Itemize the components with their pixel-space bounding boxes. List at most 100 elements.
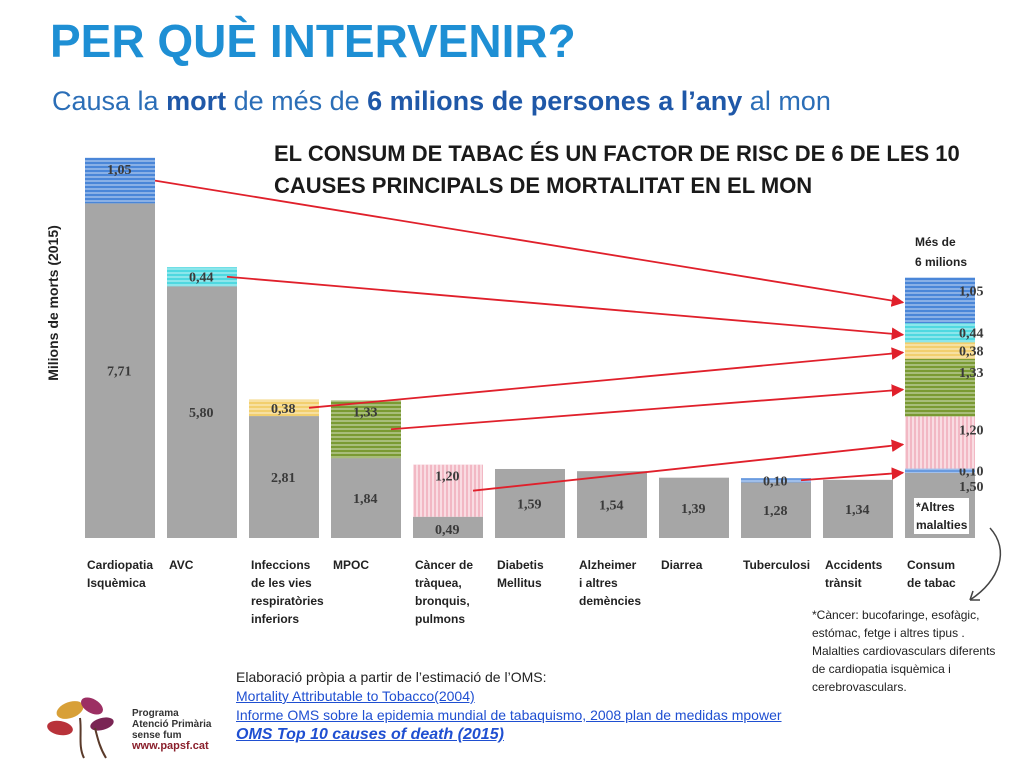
bar-segment <box>659 477 729 538</box>
bar-value-label: 0,49 <box>435 523 460 538</box>
bar-segment <box>577 471 647 538</box>
bar-value-label: 0,38 <box>959 345 984 360</box>
category-label: Diarrea <box>661 556 702 574</box>
category-label-line: Consum <box>907 558 955 572</box>
category-label-line: Càncer de <box>415 558 474 572</box>
category-label-line: tràquea, <box>415 576 462 590</box>
footnote-line: Malalties cardiovasculars diferents <box>812 644 996 658</box>
bar-segment-texture <box>905 358 975 417</box>
footnote-line: estómac, fetge i altres tipus . <box>812 626 965 640</box>
logo-text: Programa Atenció Primària sense fum <box>132 708 211 741</box>
category-label: Diabetis Mellitus <box>497 556 544 592</box>
subtitle-part: Causa la <box>52 86 167 116</box>
footnote-line: cerebrovasculars. <box>812 680 907 694</box>
category-label-line: respiratòries <box>251 594 324 608</box>
category-label: Tuberculosi <box>743 556 810 574</box>
logo-url[interactable]: www.papsf.cat <box>132 740 209 752</box>
arrow <box>390 384 905 431</box>
source-link[interactable]: Informe OMS sobre la epidemia mundial de… <box>236 707 782 723</box>
other-diseases-annotation: *Altres malalties <box>914 498 970 534</box>
source-link[interactable]: Mortality Attributable to Tobacco(2004) <box>236 688 475 704</box>
bar-value-label: 2,81 <box>271 471 296 486</box>
bar-segment-texture <box>167 267 237 287</box>
bar-segment <box>823 479 893 538</box>
category-label: Alzheimer i altres demències <box>579 556 641 610</box>
category-label-line: MPOC <box>333 558 369 572</box>
category-label-line: demències <box>579 594 642 608</box>
bar-segment-texture <box>741 478 811 483</box>
source-intro: Elaboració pròpia a partir de l’estimaci… <box>236 669 547 685</box>
annotation-line: *Altres <box>916 500 955 514</box>
bar-segment <box>85 203 155 539</box>
total-annotation: Més de 6 milions <box>915 232 967 272</box>
category-label-line: Cardiopatia <box>87 558 154 572</box>
annotation-line: 6 milions <box>915 255 968 269</box>
bar-segment-texture <box>905 468 975 473</box>
bar-segment <box>413 516 483 538</box>
source-block: Elaboració pròpia a partir de l’estimaci… <box>236 668 782 744</box>
bar-segment <box>741 482 811 538</box>
arrow <box>800 467 905 482</box>
page-title: PER QUÈ INTERVENIR? <box>50 15 576 67</box>
bar-segment-texture <box>85 157 155 204</box>
bar-value-label: 1,84 <box>353 492 378 507</box>
bar-segment-texture <box>905 323 975 343</box>
category-label-line: de les vies <box>251 576 312 590</box>
bar-value-label: 1,20 <box>435 470 460 485</box>
category-label-line: inferiors <box>251 612 300 626</box>
bar-value-label: 1,59 <box>517 497 542 512</box>
bar-segment-texture <box>905 342 975 359</box>
logo-line: Atenció Primària <box>132 719 212 730</box>
category-label-line: de tabac <box>907 576 956 590</box>
subtitle-bold: 6 milions de persones a l’any <box>367 86 743 116</box>
bar-value-label: 7,71 <box>107 365 132 380</box>
category-label-line: Diabetis <box>497 558 544 572</box>
bar-value-label: 0,44 <box>959 327 984 342</box>
logo-line: Programa <box>132 708 179 719</box>
bar-value-label: 0,10 <box>763 474 788 489</box>
category-label-line: i altres <box>579 576 618 590</box>
arrow <box>472 439 905 492</box>
category-label-line: trànsit <box>825 576 862 590</box>
category-label: Consum de tabac <box>907 556 956 592</box>
footnote-line: de cardiopatia isquèmica i <box>812 662 951 676</box>
category-label: Accidents trànsit <box>825 556 882 592</box>
category-label-line: Alzheimer <box>579 558 637 572</box>
page-subtitle: Causa la mort de més de 6 milions de per… <box>52 86 831 117</box>
bar-segment <box>249 416 319 538</box>
category-label: MPOC <box>333 556 369 574</box>
bar-value-label: 0,38 <box>271 402 296 417</box>
category-label: Infeccions de les vies respiratòries inferi… <box>251 556 324 628</box>
category-label-line: pulmons <box>415 612 465 626</box>
category-label-line: Tuberculosi <box>743 558 811 572</box>
bar-segment <box>331 458 401 538</box>
bar-value-label: 1,39 <box>681 502 706 517</box>
subtitle-part: al mon <box>742 86 831 116</box>
source-link[interactable]: OMS Top 10 causes of death (2015) <box>236 726 504 743</box>
bar-value-label: 1,34 <box>845 503 870 518</box>
logo-line: sense fum <box>132 730 182 741</box>
category-label-line: Mellitus <box>497 576 542 590</box>
curved-arrow-icon <box>969 527 1001 601</box>
bar-segment-texture <box>331 400 401 459</box>
category-label-line: Diarrea <box>661 558 703 572</box>
bar-value-label: 1,33 <box>959 366 984 381</box>
category-label: Càncer de tràquea, bronquis, pulmons <box>415 556 473 628</box>
subtitle-part: de més de <box>226 86 368 116</box>
bar-segment <box>495 468 565 538</box>
chart-headline: EL CONSUM DE TABAC ÉS UN FACTOR DE RISC … <box>274 138 960 202</box>
bar-value-label: 0,44 <box>189 271 214 286</box>
bar-segment-texture <box>413 464 483 517</box>
footnote: *Càncer: bucofaringe, esofàgic, estómac,… <box>812 606 1022 696</box>
arrow <box>308 347 905 409</box>
category-label: AVC <box>169 556 193 574</box>
bar-value-label: 1,05 <box>107 163 132 178</box>
bar-value-label: 5,80 <box>189 406 214 421</box>
category-label-line: bronquis, <box>415 594 470 608</box>
category-label-line: AVC <box>169 558 194 572</box>
footnote-line: *Càncer: bucofaringe, esofàgic, <box>812 608 980 622</box>
category-label: Cardiopatia Isquèmica <box>87 556 153 592</box>
headline-line: EL CONSUM DE TABAC ÉS UN FACTOR DE RISC … <box>274 141 960 166</box>
subtitle-bold: mort <box>166 86 227 116</box>
